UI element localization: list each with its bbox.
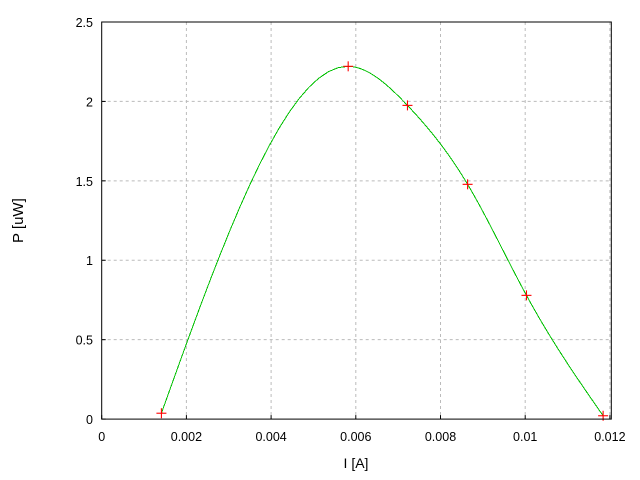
svg-text:0.006: 0.006: [340, 430, 371, 444]
svg-text:P [uW]: P [uW]: [10, 198, 27, 243]
svg-text:2: 2: [86, 95, 93, 109]
svg-text:2.5: 2.5: [76, 16, 93, 30]
svg-text:I [A]: I [A]: [344, 455, 369, 471]
svg-text:0.5: 0.5: [76, 334, 93, 348]
svg-text:0: 0: [86, 413, 93, 427]
svg-text:0.01: 0.01: [513, 430, 537, 444]
svg-text:0: 0: [98, 430, 105, 444]
svg-text:1: 1: [86, 254, 93, 268]
svg-text:1.5: 1.5: [76, 175, 93, 189]
svg-text:0.004: 0.004: [255, 430, 286, 444]
svg-text:0.012: 0.012: [594, 430, 625, 444]
svg-text:0.008: 0.008: [425, 430, 456, 444]
svg-text:0.002: 0.002: [171, 430, 202, 444]
